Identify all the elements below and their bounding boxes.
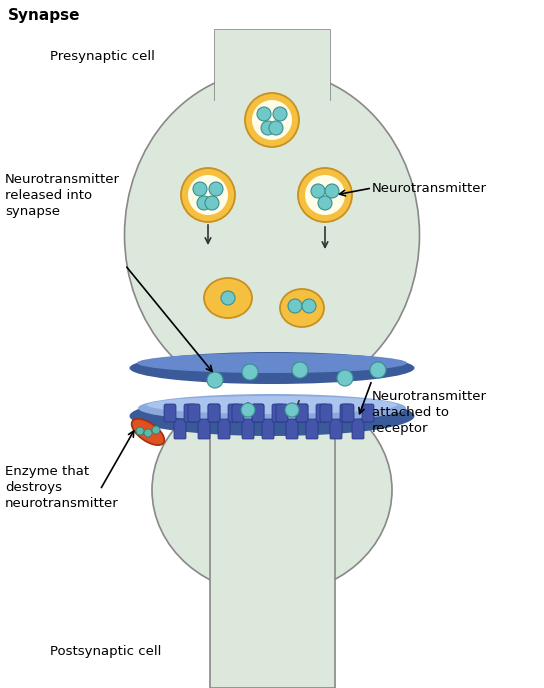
FancyBboxPatch shape: [340, 404, 352, 422]
FancyBboxPatch shape: [296, 404, 308, 422]
Circle shape: [221, 291, 235, 305]
Ellipse shape: [152, 385, 392, 595]
FancyBboxPatch shape: [330, 419, 342, 439]
Circle shape: [337, 370, 353, 386]
Polygon shape: [215, 30, 330, 100]
Circle shape: [242, 364, 258, 380]
FancyBboxPatch shape: [164, 404, 176, 422]
Bar: [130, 365, 410, 400]
FancyBboxPatch shape: [242, 419, 254, 439]
Circle shape: [193, 182, 207, 196]
Text: Presynaptic cell: Presynaptic cell: [50, 50, 155, 63]
Ellipse shape: [129, 352, 415, 384]
FancyBboxPatch shape: [316, 404, 328, 422]
FancyBboxPatch shape: [198, 419, 210, 439]
Ellipse shape: [125, 70, 419, 400]
Ellipse shape: [147, 396, 397, 414]
Circle shape: [205, 196, 219, 210]
FancyBboxPatch shape: [252, 404, 264, 422]
Text: Enzyme that
destroys
neurotransmitter: Enzyme that destroys neurotransmitter: [5, 465, 119, 510]
Circle shape: [273, 107, 287, 121]
FancyBboxPatch shape: [208, 404, 220, 422]
Text: Postsynaptic cell: Postsynaptic cell: [50, 645, 162, 658]
FancyBboxPatch shape: [272, 404, 284, 422]
FancyBboxPatch shape: [188, 404, 200, 422]
Circle shape: [285, 403, 299, 417]
Circle shape: [136, 427, 144, 435]
Circle shape: [302, 299, 316, 313]
FancyBboxPatch shape: [262, 419, 274, 439]
Text: Neurotransmitter: Neurotransmitter: [372, 182, 487, 195]
Circle shape: [257, 107, 271, 121]
Circle shape: [370, 362, 386, 378]
Ellipse shape: [132, 419, 164, 445]
FancyBboxPatch shape: [276, 404, 288, 422]
Ellipse shape: [280, 289, 324, 327]
Circle shape: [288, 299, 302, 313]
Circle shape: [245, 93, 299, 147]
FancyBboxPatch shape: [320, 404, 332, 422]
Circle shape: [261, 121, 275, 135]
FancyBboxPatch shape: [362, 404, 374, 422]
Circle shape: [188, 175, 228, 215]
Circle shape: [269, 121, 283, 135]
FancyBboxPatch shape: [306, 419, 318, 439]
Circle shape: [298, 168, 352, 222]
FancyBboxPatch shape: [286, 419, 298, 439]
FancyBboxPatch shape: [296, 404, 308, 422]
Circle shape: [305, 175, 345, 215]
FancyBboxPatch shape: [184, 404, 196, 422]
Circle shape: [144, 429, 152, 437]
FancyBboxPatch shape: [252, 404, 264, 422]
Text: Neurotransmitter
released into
synapse: Neurotransmitter released into synapse: [5, 173, 120, 217]
Circle shape: [325, 184, 339, 198]
Circle shape: [311, 184, 325, 198]
Polygon shape: [210, 398, 335, 688]
Ellipse shape: [138, 394, 406, 422]
Circle shape: [252, 100, 292, 140]
Circle shape: [207, 372, 223, 388]
Polygon shape: [215, 30, 330, 130]
Circle shape: [181, 168, 235, 222]
Circle shape: [318, 196, 332, 210]
FancyBboxPatch shape: [352, 419, 364, 439]
Circle shape: [241, 403, 255, 417]
FancyBboxPatch shape: [218, 419, 230, 439]
FancyBboxPatch shape: [208, 404, 220, 422]
Ellipse shape: [204, 278, 252, 318]
FancyBboxPatch shape: [174, 419, 186, 439]
FancyBboxPatch shape: [232, 404, 244, 422]
Circle shape: [197, 196, 211, 210]
FancyBboxPatch shape: [228, 404, 240, 422]
Circle shape: [292, 362, 308, 378]
Text: Neurotransmitter
attached to
receptor: Neurotransmitter attached to receptor: [372, 390, 487, 435]
Circle shape: [209, 182, 223, 196]
Text: Synapse: Synapse: [8, 8, 81, 23]
Circle shape: [152, 426, 160, 434]
Ellipse shape: [137, 353, 407, 373]
Ellipse shape: [129, 396, 415, 436]
FancyBboxPatch shape: [342, 404, 354, 422]
